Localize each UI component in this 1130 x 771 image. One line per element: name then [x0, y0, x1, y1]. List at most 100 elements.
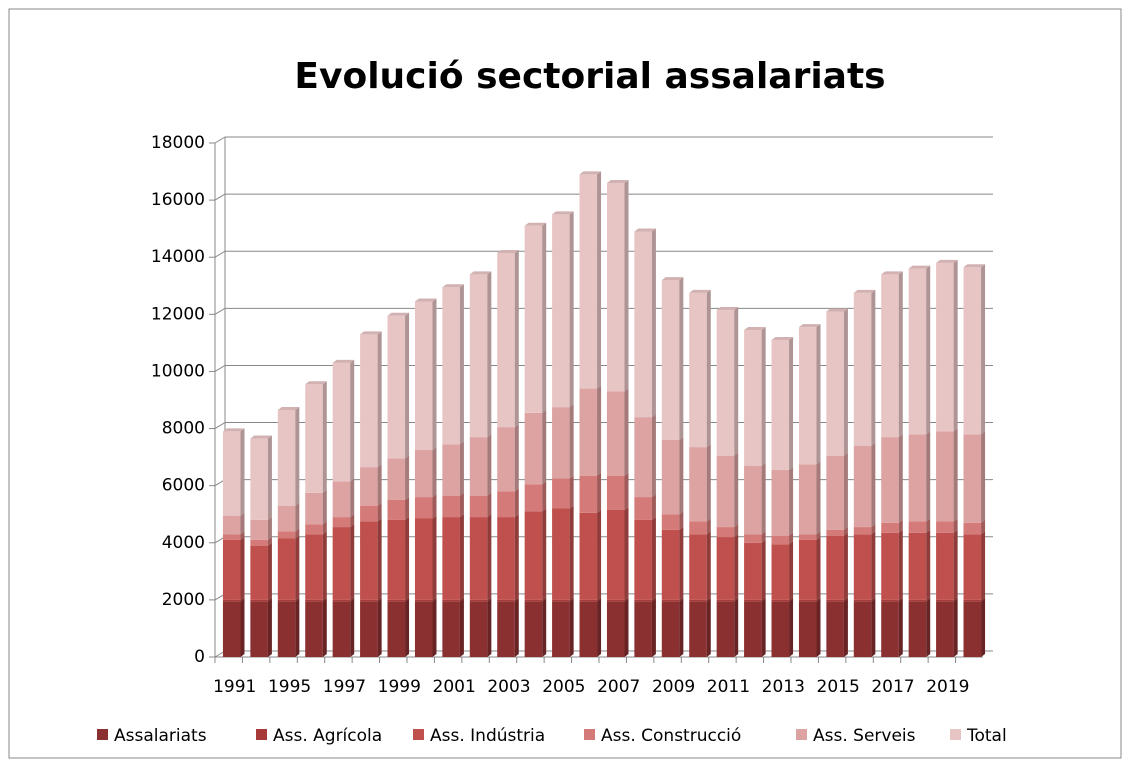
bar-front — [305, 524, 323, 535]
bar-segment — [414, 596, 437, 602]
bar-segment — [853, 531, 876, 600]
bar-front — [222, 599, 241, 602]
bar-front — [744, 542, 762, 600]
bar-side — [953, 596, 958, 602]
bar-segment — [360, 502, 382, 522]
bar-segment — [277, 528, 300, 539]
bar-front — [277, 531, 296, 539]
bar-segment — [524, 481, 547, 512]
bar-side — [789, 466, 794, 536]
bar-side — [953, 259, 958, 432]
legend-swatch — [413, 729, 424, 740]
bar-side — [871, 596, 876, 602]
bar-segment — [963, 598, 986, 657]
bar-front — [579, 512, 598, 600]
bar-segment — [826, 452, 848, 530]
bar-front — [442, 599, 460, 602]
bar-side — [871, 598, 876, 657]
bar-top — [881, 271, 903, 275]
bar-segment — [305, 381, 327, 493]
bar-front — [689, 599, 707, 602]
bar-front — [277, 505, 296, 532]
x-tick-label: 2015 — [817, 677, 860, 697]
bar-segment — [771, 466, 794, 536]
bar-side — [816, 531, 821, 540]
bar-front — [771, 535, 790, 545]
bar-side — [569, 596, 574, 602]
bar-segment — [277, 535, 300, 600]
bar-side — [926, 529, 931, 600]
bar-side — [487, 598, 492, 657]
bar-side — [322, 598, 327, 657]
bar-side — [597, 596, 602, 602]
bar-side — [267, 596, 272, 602]
bar-side — [981, 531, 986, 600]
bar-segment — [661, 436, 684, 515]
bar-side — [761, 531, 766, 543]
bar-front — [552, 407, 570, 479]
bar-top — [277, 406, 300, 410]
bar-segment — [469, 596, 492, 602]
bar-top — [222, 428, 245, 432]
bar-front — [936, 431, 954, 522]
bar-front — [606, 599, 625, 602]
bar-top — [497, 249, 519, 253]
bar-side — [295, 406, 300, 506]
bar-segment — [250, 596, 272, 602]
bar-segment — [606, 506, 629, 600]
bar-side — [679, 436, 684, 515]
bar-segment — [222, 531, 245, 540]
bar-segment — [661, 598, 684, 657]
bar-side — [734, 596, 739, 602]
bar-side — [240, 536, 245, 600]
bar-front — [305, 599, 323, 602]
bar-side — [405, 598, 410, 657]
bar-side — [459, 596, 464, 602]
bar-front — [771, 601, 790, 657]
bar-top — [414, 298, 437, 302]
bar-front — [250, 601, 268, 657]
bar-segment — [305, 489, 327, 525]
bar-side — [926, 598, 931, 657]
bar-side — [405, 455, 410, 500]
bar-side — [487, 514, 492, 600]
bar-segment — [744, 462, 766, 535]
bar-front — [798, 327, 817, 465]
bar-side — [267, 435, 272, 520]
bar-segment — [689, 518, 711, 535]
y-tick-label: 8000 — [162, 419, 205, 439]
bar-segment — [716, 452, 739, 528]
bar-front — [606, 509, 625, 600]
bar-segment — [881, 598, 903, 657]
bar-side — [377, 464, 382, 506]
bar-segment — [524, 508, 547, 600]
bar-segment — [332, 514, 355, 528]
bar-side — [898, 519, 903, 533]
bar-side — [706, 598, 711, 657]
bar-segment — [222, 596, 245, 602]
bar-segment — [689, 596, 711, 602]
bar-front — [881, 274, 899, 438]
bar-front — [387, 458, 406, 500]
bar-side — [651, 596, 656, 602]
bar-side — [898, 596, 903, 602]
bar-segment — [744, 596, 766, 602]
bar-front — [853, 445, 872, 528]
bar-segment — [579, 596, 602, 602]
bar-top — [826, 308, 848, 312]
bar-segment — [414, 515, 437, 600]
bar-side — [542, 409, 547, 485]
bar-front — [661, 599, 680, 602]
bar-segment — [414, 446, 437, 498]
bar-segment — [826, 532, 848, 600]
bar-front — [442, 444, 460, 496]
bar-front — [908, 434, 927, 522]
bar-top — [387, 312, 410, 316]
legend-label: Ass. Construcció — [601, 726, 741, 746]
bar-segment — [634, 228, 656, 418]
bar-top — [606, 179, 629, 183]
bar-segment — [524, 596, 547, 602]
bar-top — [716, 307, 739, 311]
bar-segment — [798, 596, 821, 602]
bar-side — [432, 515, 437, 600]
